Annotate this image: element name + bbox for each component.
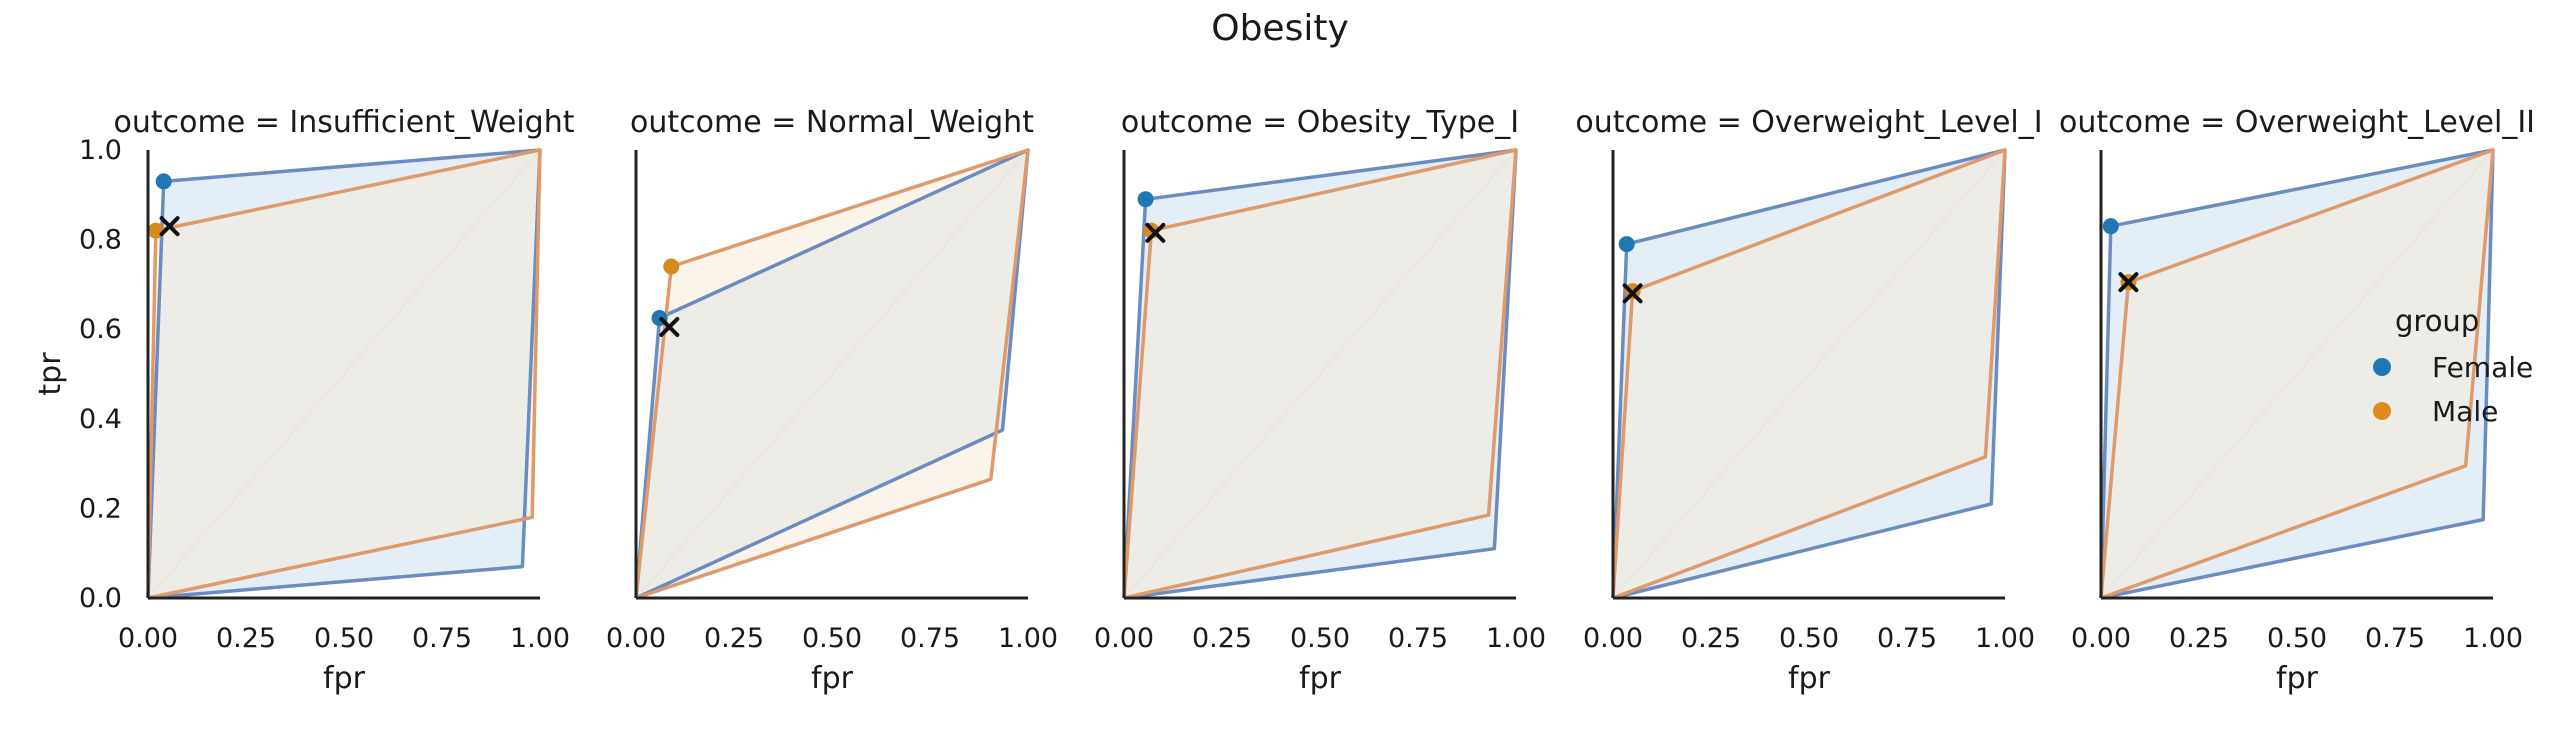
panels: outcome = Insufficient_Weight 0.00 0.25 0.5… (33, 105, 2535, 696)
point-male (147, 222, 164, 239)
panel-4: outcome = Overweight_Level_I 0.00 0.25 0.50… (1575, 105, 2042, 696)
chart-title: Obesity (1211, 8, 1349, 49)
point-female (155, 173, 172, 190)
legend-marker-female (2373, 358, 2391, 376)
x-tick-label: 0.75 (1388, 623, 1448, 654)
x-tick-label: 1.00 (1975, 623, 2035, 654)
hull-area-male (2101, 150, 2493, 598)
panel-title: outcome = Normal_Weight (630, 105, 1034, 140)
x-tick-label: 1.00 (2463, 623, 2523, 654)
x-axis-label: fpr (1788, 661, 1831, 696)
hull-area-male (636, 150, 1028, 598)
x-tick-label: 0.75 (2365, 623, 2425, 654)
x-tick-label: 0.75 (1877, 623, 1937, 654)
x-tick-label: 0.50 (1290, 623, 1350, 654)
x-tick-label: 0.25 (2169, 623, 2229, 654)
hull-area-male (148, 150, 540, 598)
panel-title: outcome = Obesity_Type_I (1121, 105, 1519, 140)
x-tick-label: 1.00 (510, 623, 570, 654)
x-tick-label: 0.00 (606, 623, 666, 654)
x-tick-label: 1.00 (1486, 623, 1546, 654)
x-tick-label: 0.25 (216, 623, 276, 654)
hull-line-male (2099, 148, 2495, 600)
panel-title: outcome = Overweight_Level_I (1575, 105, 2042, 140)
point-female (2102, 218, 2119, 235)
x-axis-label: fpr (2276, 661, 2319, 696)
point-male (663, 258, 680, 275)
x-tick-label: 0.00 (118, 623, 178, 654)
y-axis-label: tpr (33, 352, 68, 396)
panel-3: outcome = Obesity_Type_I 0.00 0.25 0.50 0.75… (1094, 105, 1546, 696)
legend-label-female: Female (2432, 351, 2533, 384)
x-tick-label: 0.50 (1779, 623, 1839, 654)
x-tick-label: 0.75 (412, 623, 472, 654)
legend-marker-male (2373, 402, 2391, 420)
x-tick-label: 0.50 (2267, 623, 2327, 654)
x-tick-label: 0.00 (1094, 623, 1154, 654)
x-axis-label: fpr (811, 661, 854, 696)
panel-title: outcome = Insufficient_Weight (114, 105, 575, 140)
legend: group Female Male (2373, 304, 2533, 428)
hull-line-male (1122, 148, 1518, 600)
legend-entry-male: Male (2373, 395, 2498, 428)
point-female (1137, 191, 1154, 208)
hull-area-male (1124, 150, 1516, 598)
y-tick-label: 0.2 (79, 493, 122, 524)
hull-line-male (634, 148, 1030, 600)
legend-label-male: Male (2432, 395, 2498, 428)
point-female (1618, 236, 1635, 253)
x-marker (1622, 283, 1643, 304)
hull-line-male (146, 148, 542, 600)
x-axis-label: fpr (1299, 661, 1342, 696)
hull-line-male (1611, 148, 2007, 600)
x-tick-label: 1.00 (998, 623, 1058, 654)
x-marker (2118, 272, 2139, 293)
y-tick-label: 1.0 (79, 135, 122, 166)
y-tick-label: 0.8 (79, 225, 122, 256)
y-tick-label: 0.0 (79, 583, 122, 614)
x-tick-label: 0.25 (1681, 623, 1741, 654)
y-tick-label: 0.4 (79, 404, 122, 435)
panel-1: outcome = Insufficient_Weight 0.00 0.25 0.5… (33, 105, 575, 696)
legend-title: group (2395, 304, 2479, 338)
panel-title: outcome = Overweight_Level_II (2059, 105, 2535, 140)
x-tick-label: 0.50 (314, 623, 374, 654)
x-tick-label: 0.00 (1583, 623, 1643, 654)
legend-entry-female: Female (2373, 351, 2533, 384)
x-marker (159, 216, 180, 237)
panel-2: outcome = Normal_Weight 0.00 0.25 0.50 0.75 1… (606, 105, 1058, 696)
x-tick-label: 0.75 (900, 623, 960, 654)
x-marker (1145, 222, 1166, 243)
panel-5: outcome = Overweight_Level_II 0.00 0.25 0.5… (2059, 105, 2535, 696)
x-axis-label: fpr (323, 661, 366, 696)
x-tick-label: 0.50 (802, 623, 862, 654)
y-tick-label: 0.6 (79, 314, 122, 345)
x-tick-label: 0.25 (704, 623, 764, 654)
x-tick-label: 0.25 (1192, 623, 1252, 654)
x-marker (659, 316, 680, 337)
x-tick-label: 0.00 (2071, 623, 2131, 654)
